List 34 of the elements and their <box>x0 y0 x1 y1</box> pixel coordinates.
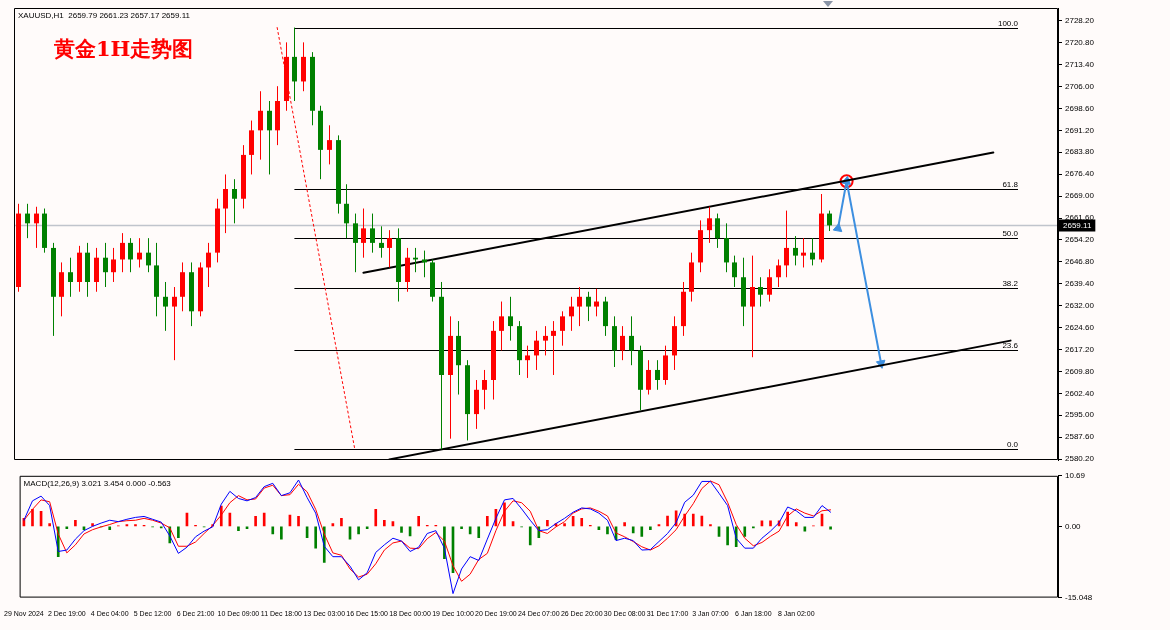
y-tick-label: 0.00 <box>1065 521 1082 531</box>
text: 黄金1H走势图 <box>53 36 194 61</box>
y-tick-label: 2720.80 <box>1065 37 1095 47</box>
annotation: 100.0 <box>997 18 1019 28</box>
y-tick-label: 2706.00 <box>1065 81 1095 91</box>
annotation: 61.8 <box>1002 179 1019 189</box>
y-tick-label: 2683.80 <box>1065 147 1095 157</box>
y-tick-label: 2691.20 <box>1065 125 1095 135</box>
y-tick-label: 2595.00 <box>1065 410 1095 420</box>
y-tick-label: 2646.80 <box>1065 257 1095 267</box>
chart-subtitle: XAUUSD,H1 2659.79 2661.23 2657.17 2659.11 <box>18 11 191 20</box>
y-tick-label: 10.69 <box>1065 471 1086 480</box>
y-tick-label: 2639.40 <box>1065 278 1095 288</box>
y-tick-label: 2676.40 <box>1065 169 1095 179</box>
y-tick-label: 2587.60 <box>1065 432 1095 442</box>
annotation: 50.0 <box>1002 228 1019 238</box>
y-tick-label: 2632.00 <box>1065 300 1095 310</box>
y-tick-label: 2654.20 <box>1065 235 1095 245</box>
y-tick-label: 2669.00 <box>1065 191 1095 201</box>
chart-title: MACD(12,26,9) 3.021 3.454 0.000 -0.563 <box>23 478 172 488</box>
y-tick-label: 2698.60 <box>1065 103 1095 113</box>
y-tick-label: 2580.20 <box>1065 454 1095 464</box>
y-tick-label: -15.048 <box>1065 592 1093 602</box>
annotation: 0.0 <box>1006 439 1019 449</box>
y-tick-label: 2609.80 <box>1065 366 1095 376</box>
annotation: 23.6 <box>1002 340 1019 350</box>
annotation: 38.2 <box>1002 278 1019 288</box>
y-tick-label: 2617.20 <box>1065 344 1095 354</box>
y-tick-label: 2713.40 <box>1065 59 1095 69</box>
y-tick-label: 2624.60 <box>1065 322 1095 332</box>
ref-line-label: 2659.11 <box>1063 220 1092 230</box>
y-tick-label: 2661.60 <box>1065 213 1095 223</box>
y-tick-label: 2728.20 <box>1065 15 1095 25</box>
y-tick-label: 2602.40 <box>1065 388 1095 398</box>
